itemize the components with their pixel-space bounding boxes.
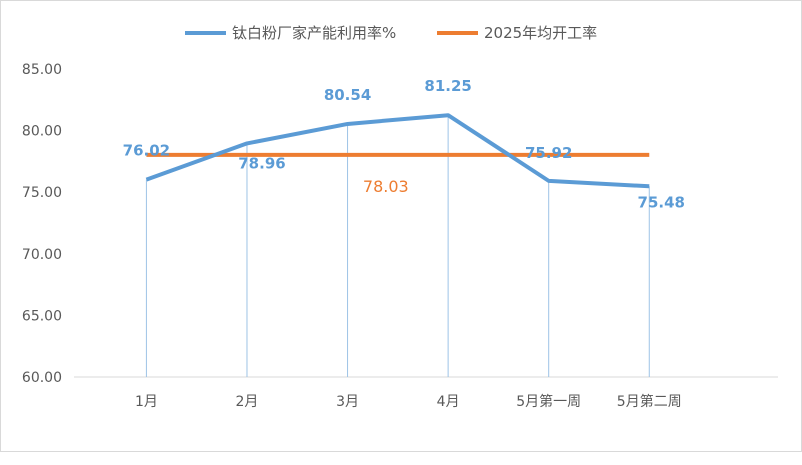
y-tick-label: 85.00 [22,62,62,78]
x-tick-label: 4月 [437,394,460,410]
y-tick-label: 75.00 [22,185,62,201]
data-label: 80.54 [324,86,371,104]
data-labels: 76.02 78.96 80.54 81.25 75.92 75.48 78.03 [123,77,685,211]
axes: 60.00 65.00 70.00 75.00 80.00 85.00 1月 2月 3月 4月 5月… [22,62,778,410]
drop-lines [145,115,650,377]
data-label: 78.96 [238,154,285,172]
legend-label-utilization: 钛白粉厂家产能利用率% [232,24,396,42]
x-tick-label: 3月 [336,394,359,410]
series [145,113,650,189]
y-tick-label: 70.00 [22,247,62,263]
data-label: 75.48 [638,193,685,211]
x-tick-label: 2月 [236,394,259,410]
x-tick-label: 5月第一周 [516,393,581,410]
y-tick-label: 60.00 [22,370,62,386]
y-tick-label: 80.00 [22,124,62,140]
legend: 钛白粉厂家产能利用率% 2025年均开工率 [185,24,597,42]
utilization-line [145,113,650,189]
y-tick-label: 65.00 [22,308,62,324]
x-tick-label: 1月 [135,394,158,410]
data-label: 81.25 [424,77,471,95]
data-label: 75.92 [525,144,572,162]
data-label: 76.02 [123,142,170,160]
legend-label-average: 2025年均开工率 [484,24,597,42]
x-tick-label: 5月第二周 [617,393,682,410]
average-data-label: 78.03 [363,177,409,196]
